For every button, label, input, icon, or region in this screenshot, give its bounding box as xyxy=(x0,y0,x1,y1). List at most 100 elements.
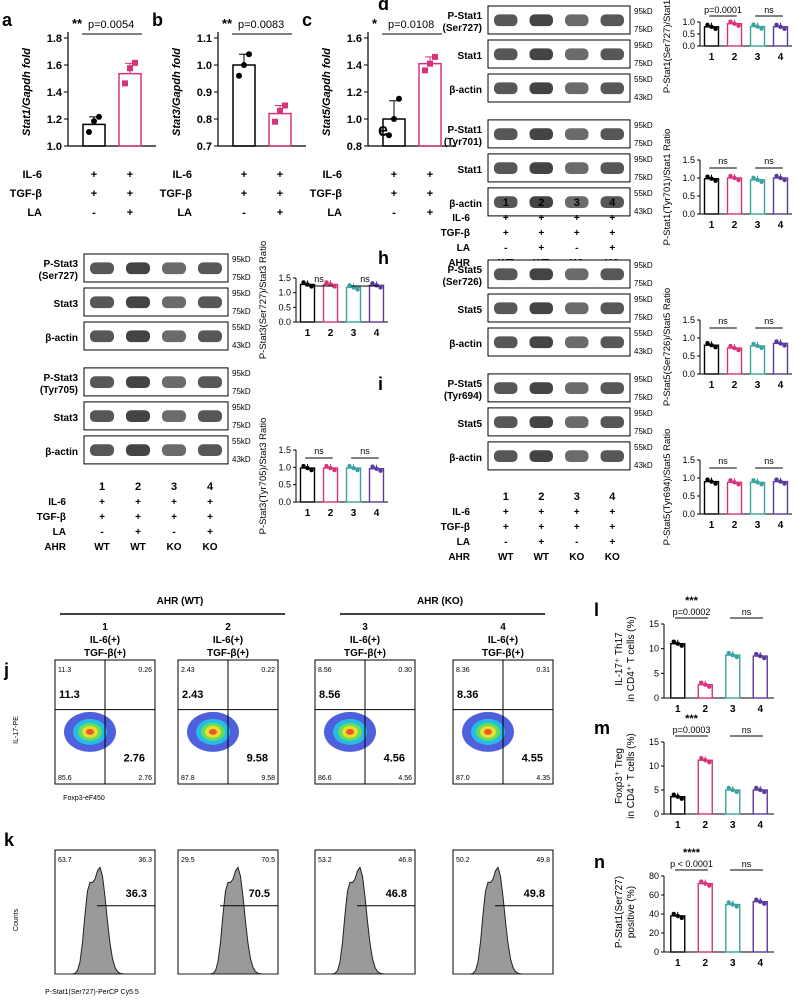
data-point xyxy=(707,883,712,888)
bar xyxy=(232,64,256,147)
y-tick-label: 80 xyxy=(649,871,659,881)
density-cloud xyxy=(209,728,217,735)
treatment-label: LA xyxy=(327,207,342,219)
protein-band xyxy=(494,162,518,175)
x-tick-label: 2 xyxy=(702,704,708,715)
x-tick-label: 2 xyxy=(328,328,334,339)
treatment-value: + xyxy=(91,188,97,200)
bar xyxy=(726,177,743,215)
y-tick-label: 0.8 xyxy=(347,141,362,153)
treatment-value: + xyxy=(91,169,97,181)
x-tick-label: 3 xyxy=(730,820,736,831)
data-point xyxy=(709,176,714,181)
blot-label: β-actin xyxy=(449,339,482,350)
y-tick-label: 0.5 xyxy=(682,29,695,39)
treatment-value: + xyxy=(609,522,615,533)
histogram-fill xyxy=(315,866,415,975)
protein-band xyxy=(494,382,518,395)
data-point xyxy=(713,481,718,486)
treatment-value: - xyxy=(504,537,507,548)
data-point xyxy=(751,341,756,347)
blot-label: P-Stat1 xyxy=(448,11,483,22)
blot-label: Stat1 xyxy=(458,165,483,176)
y-tick-label: 1.4 xyxy=(347,60,363,72)
protein-band xyxy=(565,82,589,95)
y-axis-label: Stat5/Gapdh fold xyxy=(321,48,333,136)
panel-letter-l: l xyxy=(594,600,599,620)
y-axis-label: P-Stat5(Tyr694)/Stat5 Ratio xyxy=(662,429,673,546)
kd-marker: 75kD xyxy=(232,273,251,282)
data-point xyxy=(374,283,379,288)
data-point xyxy=(778,341,783,346)
treatment-value: + xyxy=(427,169,433,181)
y-tick-label: 0.5 xyxy=(682,191,695,201)
group-condition: TGF-β(+) xyxy=(344,648,386,659)
protein-band xyxy=(600,382,624,395)
treatment-value: WT xyxy=(94,542,110,553)
protein-band xyxy=(565,336,589,349)
quadrant-percent: 2.43 xyxy=(182,689,203,701)
data-point xyxy=(86,128,92,135)
data-point xyxy=(732,175,737,181)
quadrant-percent: 8.36 xyxy=(457,689,478,701)
data-point xyxy=(730,787,735,793)
density-cloud xyxy=(346,728,354,735)
bar xyxy=(772,342,789,375)
treatment-value: - xyxy=(172,527,175,538)
x-tick-label: 3 xyxy=(351,328,357,339)
panel-letter-h2: i xyxy=(378,374,383,394)
blot-label: β-actin xyxy=(45,447,78,458)
protein-band xyxy=(90,376,114,389)
group-condition: 3 xyxy=(362,622,368,633)
x-tick-label: 4 xyxy=(778,52,784,63)
group-condition: IL-6(+) xyxy=(488,635,518,646)
blot-label: (Tyr701) xyxy=(444,137,482,148)
p-value: p < 0.0001 xyxy=(670,859,713,869)
y-axis-label: Stat3/Gapdh fold xyxy=(171,48,183,136)
kd-marker: 75kD xyxy=(634,25,653,34)
treatment-value: + xyxy=(609,537,615,548)
protein-band xyxy=(90,330,114,343)
data-point xyxy=(732,480,737,485)
quadrant-corner: 9.58 xyxy=(261,775,275,782)
y-tick-label: 40 xyxy=(649,909,659,919)
protein-band xyxy=(198,410,222,423)
data-point xyxy=(675,794,680,799)
treatment-value: - xyxy=(392,207,396,219)
protein-band xyxy=(162,376,186,389)
treatment-label: IL-6 xyxy=(322,169,342,181)
kd-marker: 55kD xyxy=(634,329,653,338)
data-point xyxy=(309,467,314,473)
sig-stars: ** xyxy=(72,16,83,31)
blot-label: β-actin xyxy=(449,453,482,464)
data-point xyxy=(272,118,278,125)
x-tick-label: 3 xyxy=(730,704,736,715)
treatment-value: - xyxy=(242,207,246,219)
protein-band xyxy=(529,336,553,349)
data-point xyxy=(703,881,708,886)
bar xyxy=(299,283,316,323)
lane-number: 1 xyxy=(503,197,509,209)
protein-band xyxy=(600,82,624,95)
group-header: AHR (WT) xyxy=(157,596,204,607)
bar xyxy=(703,178,720,215)
bar xyxy=(345,467,362,503)
ns-label: ns xyxy=(718,316,728,326)
quadrant-corner: 87.8 xyxy=(181,775,195,782)
protein-band xyxy=(529,82,553,95)
y-axis-label: Counts xyxy=(13,908,20,931)
data-point xyxy=(675,641,680,646)
treatment-value: + xyxy=(171,512,177,523)
gate-percent: 46.8 xyxy=(386,888,407,900)
y-tick-label: 1.0 xyxy=(347,114,362,126)
blot-label: P-Stat3 xyxy=(44,373,79,384)
data-point xyxy=(762,789,767,795)
data-point xyxy=(671,792,676,797)
treatment-value: + xyxy=(135,512,141,523)
treatment-label: AHR xyxy=(44,542,66,553)
bar xyxy=(749,481,766,515)
gate-corner: 63.7 xyxy=(58,857,72,864)
data-point xyxy=(241,62,247,68)
data-point xyxy=(730,652,735,658)
